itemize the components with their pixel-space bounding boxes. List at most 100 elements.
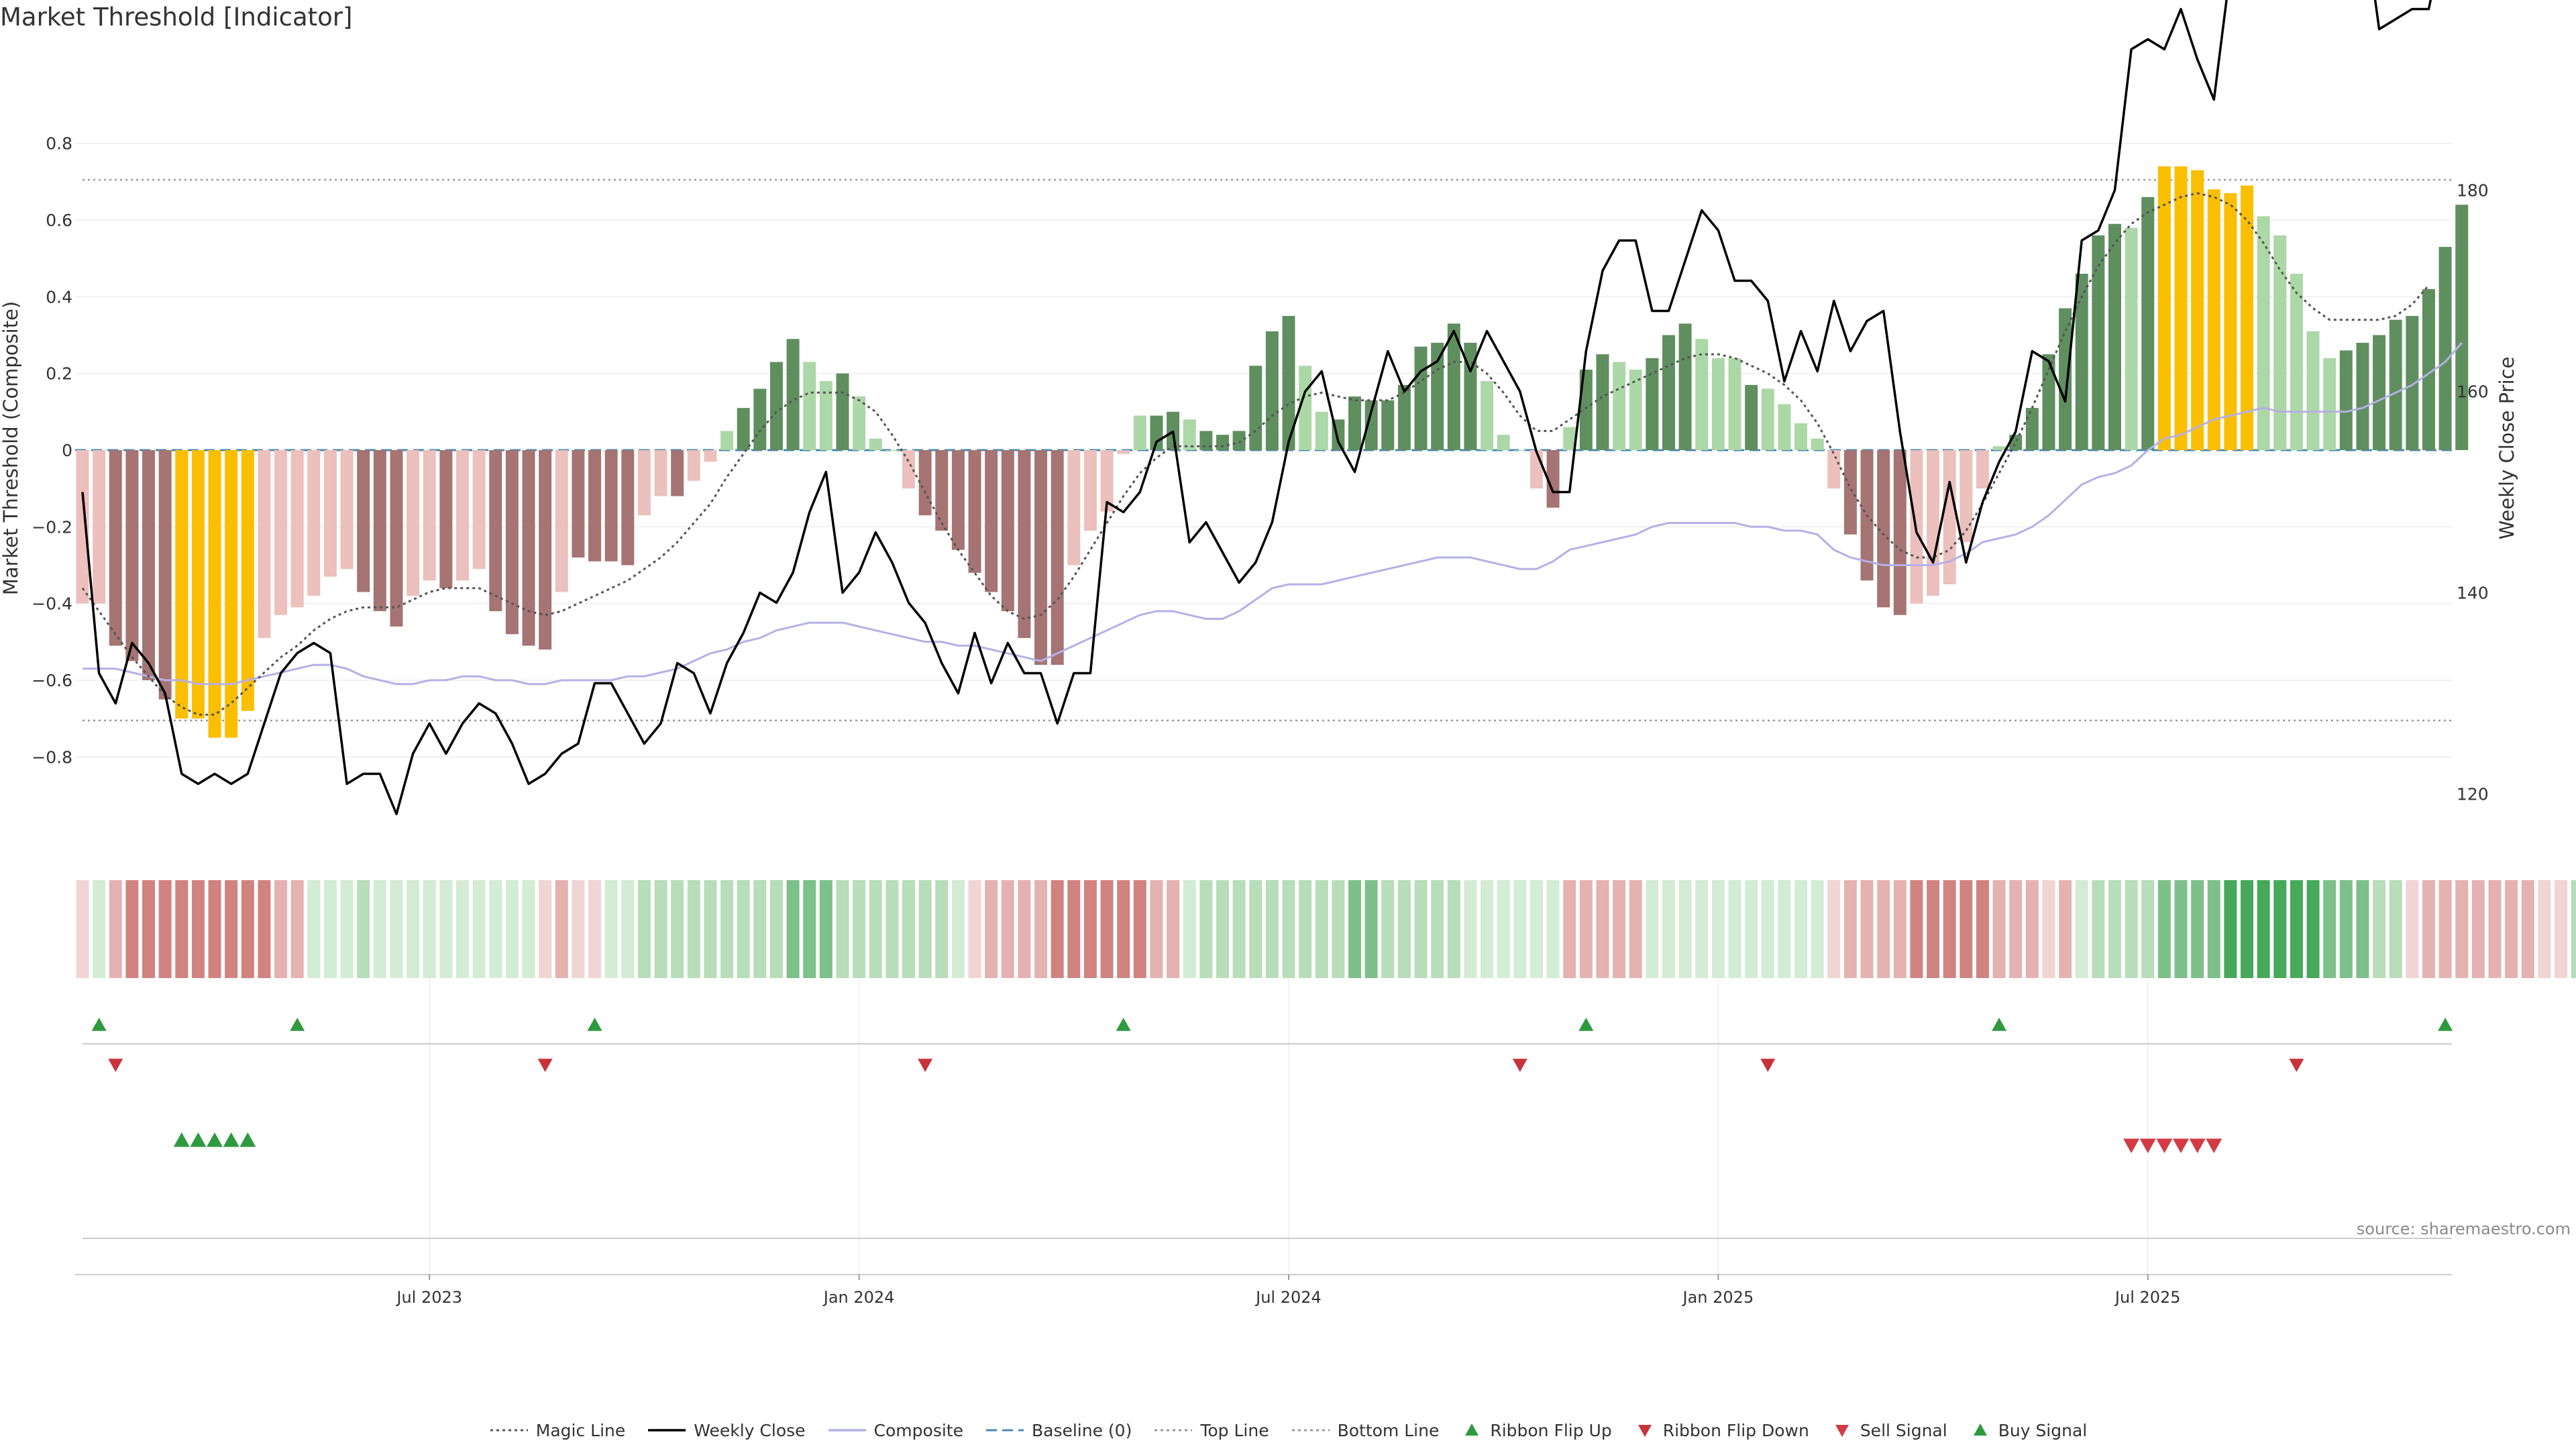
composite-bar <box>307 450 321 596</box>
ribbon-cell <box>555 880 568 978</box>
composite-bar <box>323 450 337 577</box>
sell-signal-marker <box>2206 1138 2222 1153</box>
composite-bar <box>208 450 221 738</box>
composite-bar <box>539 450 552 650</box>
ribbon-cell <box>2488 880 2502 978</box>
legend-swatch <box>985 1429 1024 1432</box>
composite-bar <box>407 450 420 596</box>
ribbon-flip-down-marker <box>1512 1059 1527 1072</box>
chart-grid <box>75 142 2452 1275</box>
sell-signal-marker <box>2156 1138 2173 1153</box>
composite-bar <box>1629 369 1642 450</box>
ribbon-cell <box>2505 880 2518 978</box>
source-text: source: sharemaestro.com <box>2356 1220 2571 1238</box>
ribbon-cell <box>489 880 502 978</box>
composite-bar <box>1513 450 1527 451</box>
ribbon-flip-down-marker <box>1760 1059 1776 1072</box>
ribbon-cell <box>522 880 535 978</box>
ribbon-cell <box>340 880 354 978</box>
composite-bar <box>290 450 304 608</box>
composite-bar <box>2373 335 2386 450</box>
ribbon-cell <box>1464 880 1477 978</box>
composite-bar <box>1778 404 1791 450</box>
composite-bar <box>2339 350 2353 450</box>
composite-bar <box>1596 354 1609 450</box>
composite-bar <box>2157 166 2171 451</box>
ribbon-cell <box>2241 880 2254 978</box>
composite-bar <box>1497 435 1510 450</box>
composite-bar <box>621 450 635 566</box>
ribbon-cell <box>637 880 651 978</box>
ribbon-cell <box>1761 880 1774 978</box>
ribbon-cell <box>803 880 816 978</box>
composite-bar <box>1083 450 1097 531</box>
ribbon-cell <box>1018 880 1031 978</box>
composite-bar <box>1546 450 1560 508</box>
composite-bar <box>1051 450 1064 665</box>
ribbon-flip-up-marker <box>91 1018 107 1031</box>
ribbon-cell <box>1613 880 1626 978</box>
ribbon-cell <box>1282 880 1295 978</box>
ribbon-cell <box>1183 880 1196 978</box>
y2-tick-label: 120 <box>2457 785 2489 804</box>
ribbon-cell <box>1976 880 1989 978</box>
legend-swatch <box>1835 1425 1849 1437</box>
composite-bar <box>175 450 189 719</box>
sell-signal-marker <box>2139 1138 2156 1153</box>
legend-label: Top Line <box>1200 1420 1269 1440</box>
x-tick-label: Jul 2024 <box>1254 1288 1322 1307</box>
composite-bar <box>2290 274 2303 450</box>
y-tick-label: 0.4 <box>46 287 72 307</box>
composite-bar <box>2092 235 2105 450</box>
x-tick-label: Jan 2024 <box>822 1288 895 1307</box>
ribbon-cell <box>1711 880 1725 978</box>
ribbon-flip-up-marker <box>587 1018 602 1031</box>
composite-bar <box>555 450 568 592</box>
composite-bar <box>489 450 502 612</box>
ribbon-cell <box>935 880 949 978</box>
ribbon-cell <box>357 880 370 978</box>
y-tick-label: −0.8 <box>32 747 72 767</box>
ribbon-cell <box>290 880 304 978</box>
legend-marker <box>1835 1425 1849 1437</box>
composite-bar <box>191 450 205 719</box>
composite-bar <box>869 438 882 450</box>
composite-bar <box>2191 170 2204 450</box>
composite-bar <box>1381 400 1395 450</box>
ribbon-cell <box>142 880 156 978</box>
ribbon-cell <box>1695 880 1709 978</box>
legend-item: Ribbon Flip Down <box>1633 1420 1809 1440</box>
composite-bar <box>2257 216 2270 450</box>
y-axis-label: Market Threshold (Composite) <box>0 301 22 595</box>
composite-bar <box>1579 369 1593 450</box>
composite-bar <box>1133 415 1146 450</box>
ribbon-cell <box>1216 880 1229 978</box>
composite-bar <box>2455 205 2469 450</box>
composite-bar <box>258 450 271 639</box>
legend-item: Bottom Line <box>1291 1420 1439 1440</box>
composite-bar <box>2009 435 2023 450</box>
ribbon-cell <box>2555 880 2567 978</box>
y-tick-label: −0.4 <box>32 594 72 614</box>
ribbon-cell <box>439 880 453 978</box>
composite-bar <box>836 373 849 450</box>
legend-item: Buy Signal <box>1969 1420 2087 1440</box>
composite-bar <box>1282 315 1295 450</box>
composite-bar <box>2042 354 2055 450</box>
ribbon-cell <box>687 880 700 978</box>
ribbon-cell <box>539 880 552 978</box>
ribbon-cell <box>968 880 981 978</box>
composite-bar <box>1927 450 1940 596</box>
ribbon-cell <box>1167 880 1180 978</box>
composite-bar <box>1431 342 1444 450</box>
ribbon-cell <box>2059 880 2072 978</box>
composite-bar <box>1678 323 1692 450</box>
composite-bar <box>1877 450 1890 608</box>
ribbon-cell <box>2389 880 2402 978</box>
composite-bar <box>1811 438 1824 450</box>
ribbon-flip-up-marker <box>1992 1018 2007 1031</box>
composite-bar <box>853 396 866 450</box>
ribbon-cell <box>390 880 403 978</box>
ribbon-cell <box>1943 880 1956 978</box>
ribbon-cell <box>1001 880 1014 978</box>
